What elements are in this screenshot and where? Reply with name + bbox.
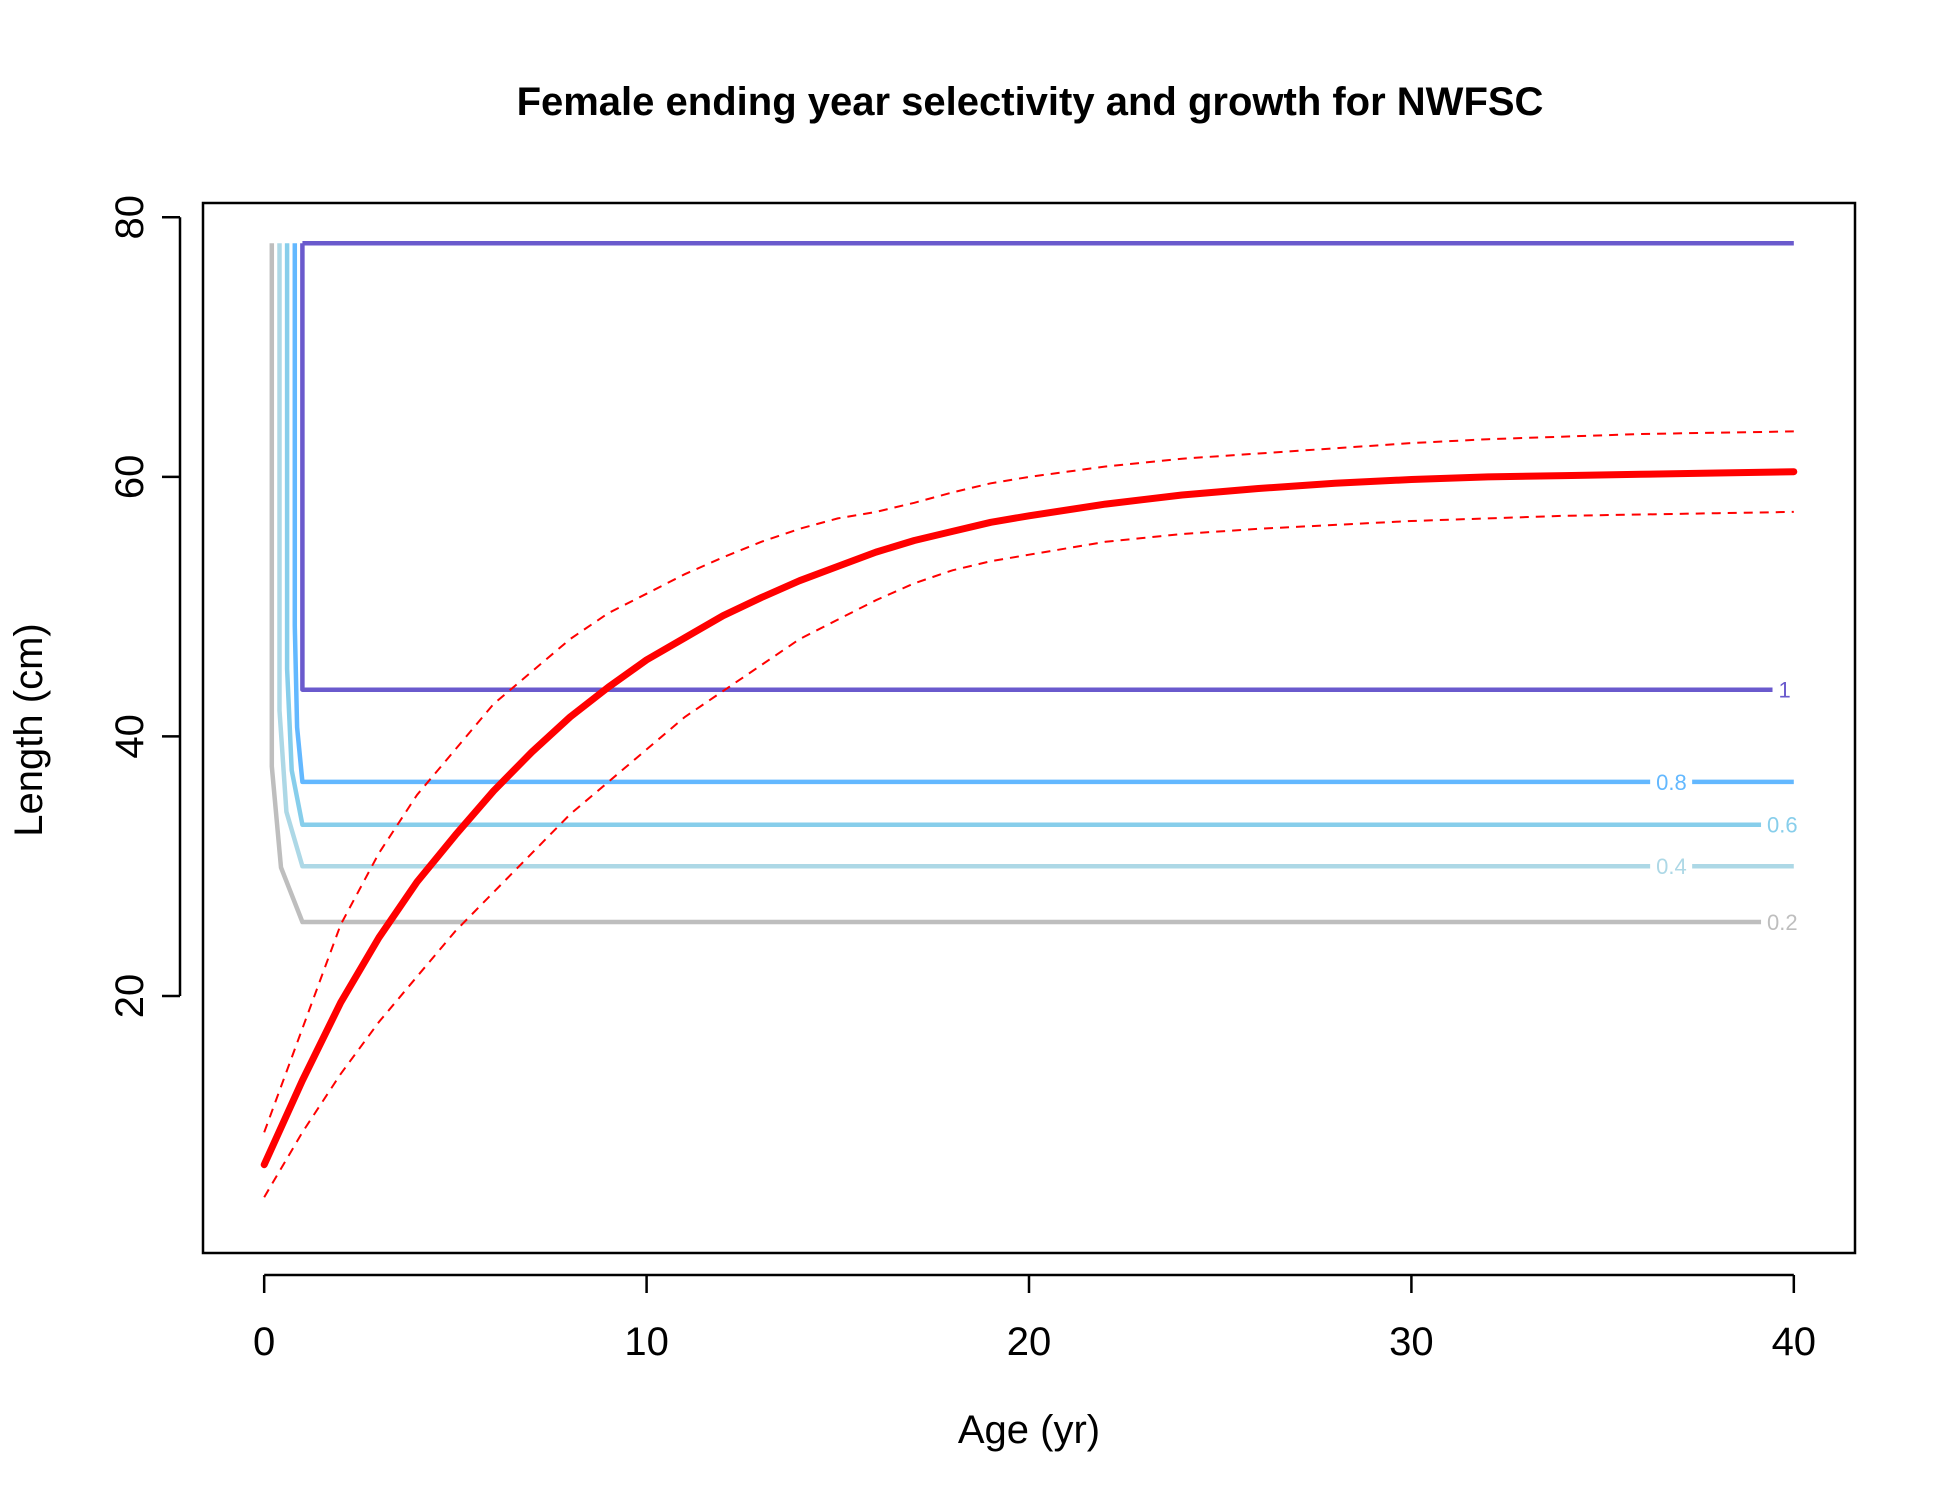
contour-label: 0.2 <box>1767 910 1798 935</box>
selectivity-contour-0-2 <box>269 243 1794 925</box>
contour-label-bg <box>1772 677 1795 702</box>
contour-label: 0.6 <box>1767 813 1798 838</box>
selectivity-contour-0-8 <box>292 243 1794 785</box>
contour-label-bg <box>1761 812 1804 837</box>
growth-lower-ci <box>263 510 1794 1198</box>
x-tick-label: 0 <box>253 1320 275 1364</box>
contour-label-bg <box>1761 910 1804 935</box>
growth-upper-ci <box>263 430 1794 1133</box>
x-tick-label: 20 <box>1007 1320 1052 1364</box>
contour-label: 1 <box>1779 678 1791 703</box>
contour-label: 0.4 <box>1656 854 1687 879</box>
contour-label-bg <box>1650 769 1693 794</box>
selectivity-contour-0-4 <box>277 243 1794 869</box>
x-tick-label: 40 <box>1772 1320 1817 1364</box>
y-tick-label: 40 <box>108 714 152 759</box>
chart-title: Female ending year selectivity and growt… <box>517 80 1544 124</box>
contour-label: 0.8 <box>1656 770 1687 795</box>
plot-layer: 0.2 0.4 0.6 0.8 1 <box>260 240 1804 1198</box>
contour-label-bg <box>1650 854 1693 879</box>
x-tick-label: 10 <box>624 1320 669 1364</box>
y-axis-label: Length (cm) <box>7 623 51 836</box>
growth-mean-line <box>260 468 1798 1169</box>
plot-frame <box>201 201 1857 1255</box>
x-axis-label: Age (yr) <box>958 1408 1100 1452</box>
x-tick-label: 30 <box>1389 1320 1434 1364</box>
selectivity-contour-0-6 <box>284 243 1794 827</box>
axes: 0 10 20 30 40 20 40 60 80 <box>108 195 1816 1364</box>
y-tick-label: 80 <box>108 195 152 240</box>
selectivity-contour-1 <box>300 243 1794 692</box>
y-tick-label: 20 <box>108 974 152 1019</box>
y-tick-label: 60 <box>108 455 152 500</box>
